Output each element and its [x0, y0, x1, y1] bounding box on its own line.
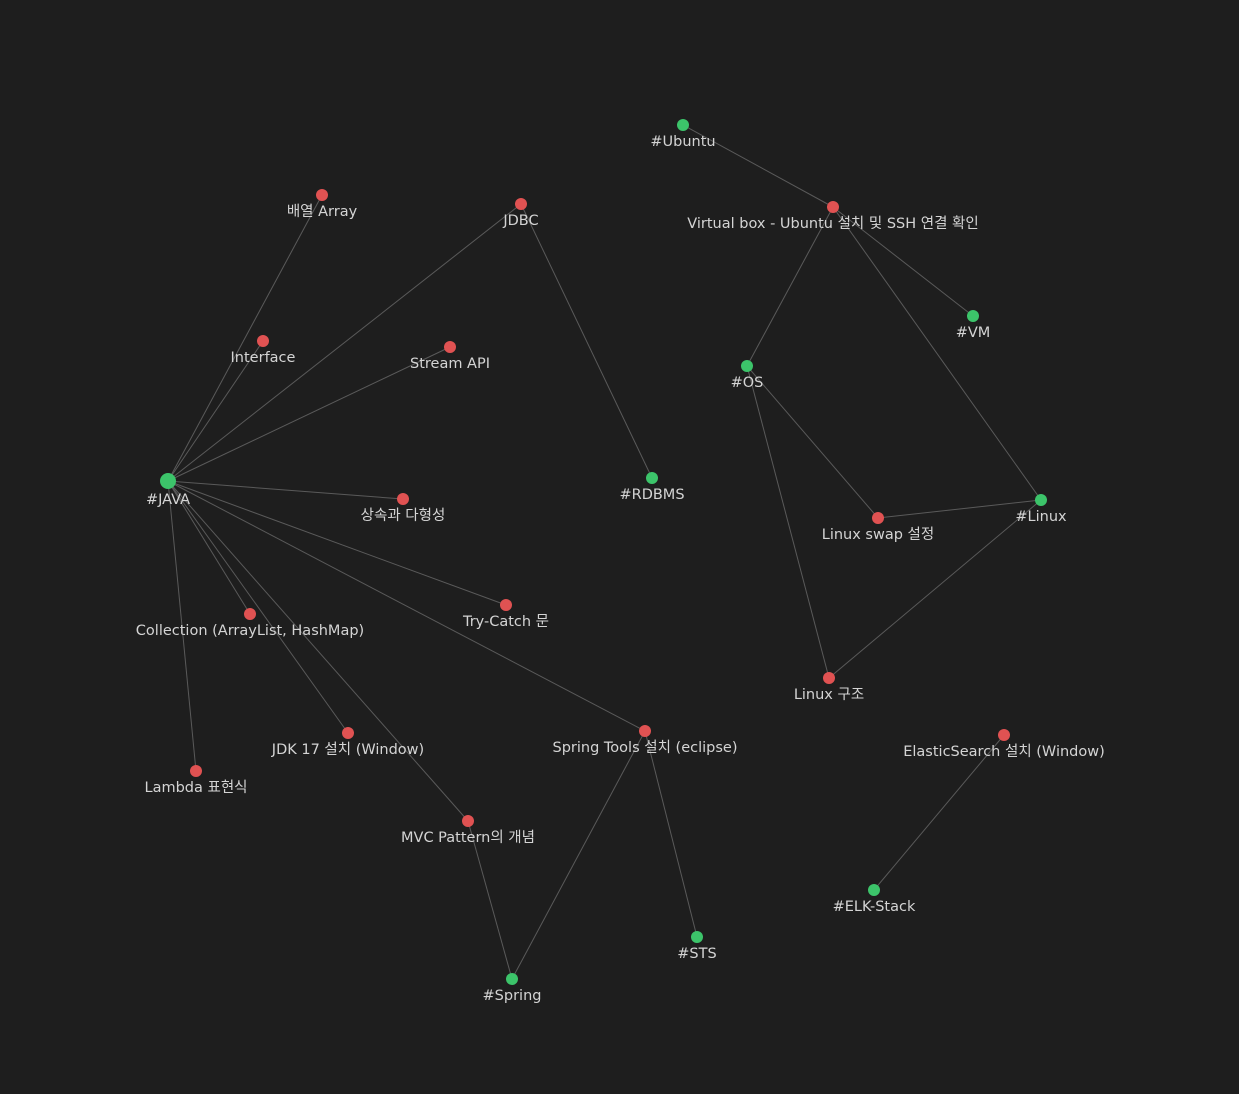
nodes-layer — [160, 119, 1047, 985]
tag-node-rdbms[interactable] — [646, 472, 658, 484]
graph-edge-java-lambda — [167, 480, 197, 772]
node-label-springtools[interactable]: Spring Tools 설치 (eclipse) — [553, 739, 738, 756]
node-label-lambda[interactable]: Lambda 표현식 — [144, 779, 247, 796]
note-node-array[interactable] — [316, 189, 328, 201]
graph-edge-java-inherit — [167, 480, 404, 500]
node-label-linux[interactable]: #Linux — [1015, 509, 1067, 525]
note-node-jdbc[interactable] — [515, 198, 527, 210]
graph-edge-ubuntu-vbox — [682, 124, 834, 208]
graph-edge-os-swap — [746, 365, 879, 519]
note-node-linuxstruct[interactable] — [823, 672, 835, 684]
tag-node-vm[interactable] — [967, 310, 979, 322]
note-node-swap[interactable] — [872, 512, 884, 524]
graph-edge-java-stream — [167, 346, 451, 482]
note-node-lambda[interactable] — [190, 765, 202, 777]
node-label-jdbc[interactable]: JDBC — [502, 213, 538, 229]
graph-edge-jdbc-rdbms — [520, 203, 653, 479]
tag-node-spring[interactable] — [506, 973, 518, 985]
note-node-collection[interactable] — [244, 608, 256, 620]
node-label-swap[interactable]: Linux swap 설정 — [822, 526, 934, 543]
tag-node-elk[interactable] — [868, 884, 880, 896]
node-label-vm[interactable]: #VM — [956, 325, 991, 341]
note-node-mvc[interactable] — [462, 815, 474, 827]
node-label-sts[interactable]: #STS — [677, 946, 716, 962]
tag-node-java[interactable] — [160, 473, 176, 489]
graph-edge-java-mvc — [167, 480, 469, 822]
note-node-vbox[interactable] — [827, 201, 839, 213]
note-node-elastic[interactable] — [998, 729, 1010, 741]
note-node-trycatch[interactable] — [500, 599, 512, 611]
note-node-springtools[interactable] — [639, 725, 651, 737]
graph-edge-java-trycatch — [167, 480, 507, 606]
node-label-linuxstruct[interactable]: Linux 구조 — [794, 687, 864, 703]
graph-edge-vbox-vm — [832, 206, 974, 317]
graph-edge-swap-linux — [877, 499, 1042, 519]
graph-edge-vbox-os — [746, 206, 834, 367]
node-label-vbox[interactable]: Virtual box - Ubuntu 설치 및 SSH 연결 확인 — [687, 215, 978, 232]
note-node-stream[interactable] — [444, 341, 456, 353]
tag-node-sts[interactable] — [691, 931, 703, 943]
note-node-interface[interactable] — [257, 335, 269, 347]
node-label-ubuntu[interactable]: #Ubuntu — [650, 134, 715, 150]
node-label-elastic[interactable]: ElasticSearch 설치 (Window) — [903, 743, 1105, 760]
tag-node-os[interactable] — [741, 360, 753, 372]
node-label-spring[interactable]: #Spring — [483, 988, 542, 1004]
node-label-mvc[interactable]: MVC Pattern의 개념 — [401, 829, 535, 846]
graph-edge-os-linuxstruct — [746, 365, 830, 679]
node-label-stream[interactable]: Stream API — [410, 356, 490, 372]
graph-edge-elastic-elk — [873, 734, 1005, 891]
node-label-inherit[interactable]: 상속과 다형성 — [361, 507, 446, 524]
node-label-jdk17[interactable]: JDK 17 설치 (Window) — [271, 741, 424, 758]
node-label-rdbms[interactable]: #RDBMS — [619, 487, 684, 503]
tag-node-ubuntu[interactable] — [677, 119, 689, 131]
node-label-java[interactable]: #JAVA — [146, 492, 190, 508]
node-label-interface[interactable]: Interface — [231, 350, 296, 366]
node-label-trycatch[interactable]: Try-Catch 문 — [462, 614, 549, 630]
node-label-os[interactable]: #OS — [731, 375, 764, 391]
graph-edge-java-interface — [167, 340, 264, 482]
graph-edge-linuxstruct-linux — [828, 499, 1042, 679]
note-node-jdk17[interactable] — [342, 727, 354, 739]
graph-edge-java-jdbc — [167, 203, 522, 482]
graph-edge-springtools-sts — [644, 730, 698, 938]
graph-edge-java-collection — [167, 480, 251, 615]
graph-edge-java-array — [167, 194, 323, 482]
edges-layer — [167, 124, 1042, 980]
tag-node-linux[interactable] — [1035, 494, 1047, 506]
graph-edge-springtools-spring — [511, 730, 646, 980]
note-node-inherit[interactable] — [397, 493, 409, 505]
labels-layer: #JAVA 배열 Array JDBC Interface Stream API 상속과 … — [136, 134, 1105, 1004]
node-label-elk[interactable]: #ELK-Stack — [833, 899, 916, 915]
node-label-collection[interactable]: Collection (ArrayList, HashMap) — [136, 623, 364, 639]
graph-edge-java-jdk17 — [167, 480, 349, 734]
graph-edge-java-springtools — [167, 480, 646, 732]
graph-edge-mvc-spring — [467, 820, 513, 980]
graph-edge-vbox-linux — [832, 206, 1042, 501]
node-label-array[interactable]: 배열 Array — [287, 203, 358, 220]
